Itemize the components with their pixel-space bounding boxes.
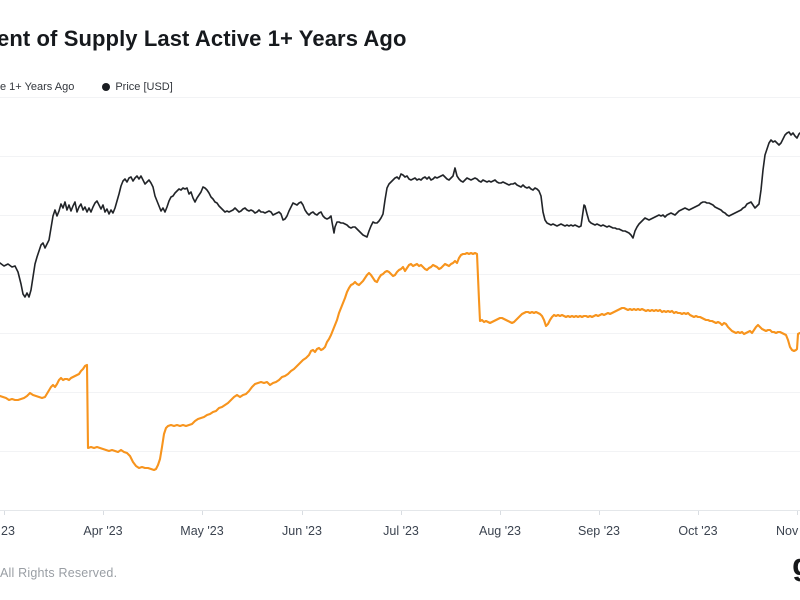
supply-line [0,251,800,472]
x-axis-label: Apr '23 [83,524,122,538]
legend-item-supply[interactable]: e 1+ Years Ago [0,80,74,94]
legend-supply-label: e 1+ Years Ago [0,81,75,93]
x-axis-label: Sep '23 [578,524,620,538]
x-axis-label: Jul '23 [383,524,419,538]
x-axis-label: Nov '23 [776,524,800,538]
x-axis-label: Oct '23 [678,524,717,538]
glassnode-logo: g [792,549,800,580]
x-axis-label: Aug '23 [479,524,521,538]
legend-price-label: Price [USD] [115,81,173,93]
page-title: ent of Supply Last Active 1+ Years Ago [0,26,407,51]
x-axis-label: May '23 [180,524,223,538]
x-axis-label: 23 [1,524,15,538]
price-line [0,131,800,298]
legend: e 1+ Years Ago Price [USD] [0,80,173,94]
price-dot-icon [102,83,111,91]
legend-item-price[interactable]: Price [USD] [102,80,173,94]
copyright-text: All Rights Reserved. [0,566,118,580]
x-axis-label: Jun '23 [282,524,322,538]
